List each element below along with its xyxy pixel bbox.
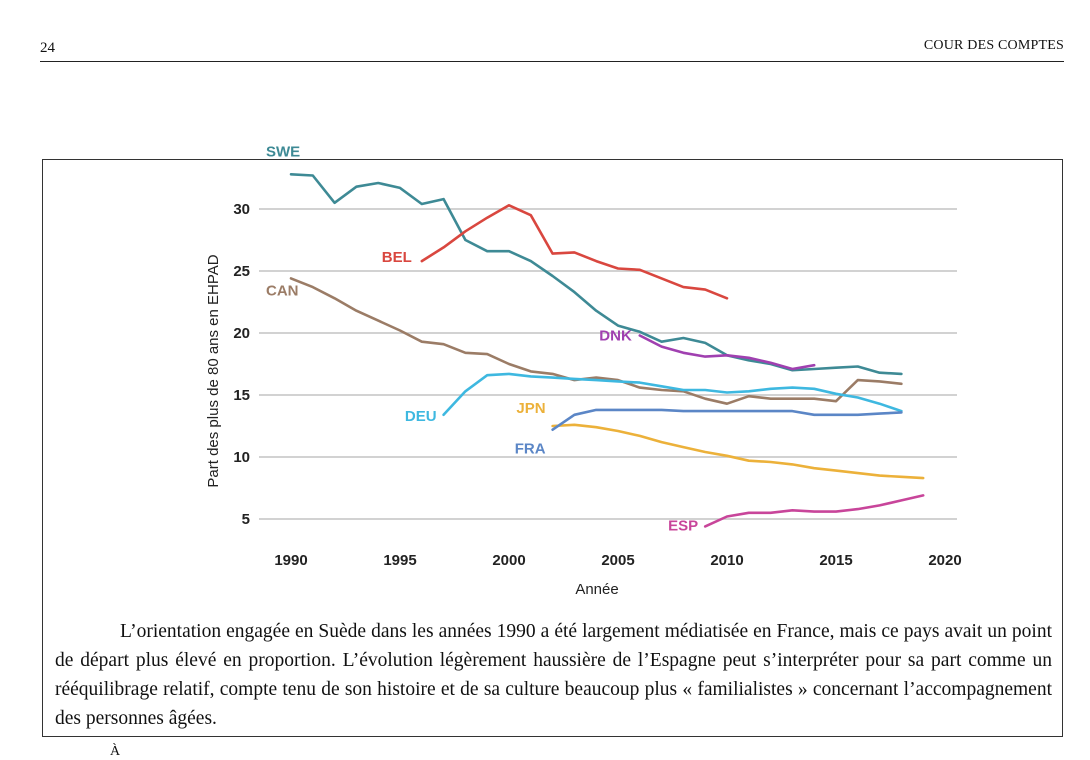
x-tick-label: 2015 <box>819 552 852 569</box>
next-page-overflow: À <box>110 744 121 759</box>
series-labels: SWE BEL CAN DEU DNK JPN FRA ESP <box>266 143 698 534</box>
x-tick-label: 2000 <box>492 552 525 569</box>
series-label-dnk: DNK <box>599 327 632 344</box>
x-tick-label: 1990 <box>274 552 307 569</box>
x-axis-ticks: 1990 1995 2000 2005 2010 2015 2020 <box>274 552 961 569</box>
series-label-bel: BEL <box>382 249 412 266</box>
series-line-swe <box>289 173 903 376</box>
x-tick-label: 1995 <box>383 552 416 569</box>
series-label-swe: SWE <box>266 143 300 160</box>
x-tick-label: 2005 <box>601 552 634 569</box>
y-tick-label: 25 <box>233 263 250 280</box>
series-lines <box>289 173 925 528</box>
series-line-esp <box>703 494 925 528</box>
figure-frame <box>42 159 1063 737</box>
series-line-deu <box>442 372 903 417</box>
running-title: COUR DES COMPTES <box>923 38 1064 53</box>
y-tick-label: 30 <box>233 201 250 218</box>
y-tick-label: 5 <box>242 511 250 528</box>
series-label-deu: DEU <box>405 408 437 425</box>
series-label-esp: ESP <box>668 517 698 534</box>
x-tick-label: 2010 <box>710 552 743 569</box>
y-tick-label: 15 <box>233 387 250 404</box>
y-axis-ticks: 5 10 15 20 25 30 <box>233 201 250 528</box>
series-line-jpn <box>551 423 925 480</box>
series-line-can <box>289 277 903 406</box>
y-axis-label: Part des plus de 80 ans en EHPAD <box>205 254 222 487</box>
line-chart: 5 10 15 20 25 30 1990 1995 2000 2005 2010 2015 2020… <box>205 143 962 598</box>
y-tick-label: 10 <box>233 449 250 466</box>
series-label-jpn: JPN <box>516 400 545 417</box>
figure-caption: L’orientation engagée en Suède dans les … <box>55 617 1052 733</box>
caption-text: L’orientation engagée en Suède dans les … <box>55 621 1052 729</box>
series-line-dnk <box>638 334 816 371</box>
page-number: 24 <box>40 40 55 56</box>
series-label-fra: FRA <box>515 441 546 458</box>
series-line-fra <box>551 408 903 432</box>
chart-grid <box>259 208 957 520</box>
series-line-bel <box>420 204 729 300</box>
series-label-can: CAN <box>266 282 299 299</box>
header-rule <box>40 61 1064 62</box>
y-tick-label: 20 <box>233 325 250 342</box>
x-axis-label: Année <box>575 581 618 598</box>
x-tick-label: 2020 <box>928 552 961 569</box>
